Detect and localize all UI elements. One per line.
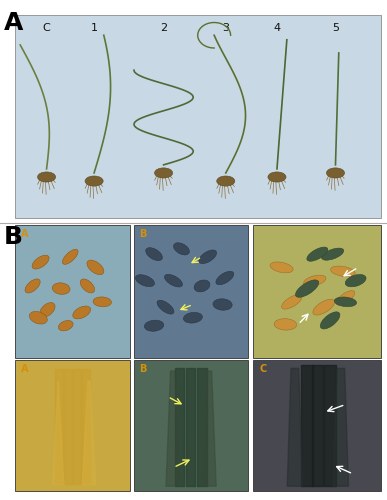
- Ellipse shape: [135, 274, 154, 286]
- Ellipse shape: [296, 280, 319, 297]
- Ellipse shape: [164, 274, 183, 287]
- FancyBboxPatch shape: [134, 225, 248, 358]
- Text: C: C: [43, 23, 50, 33]
- Ellipse shape: [268, 172, 286, 182]
- Ellipse shape: [173, 243, 189, 255]
- FancyBboxPatch shape: [253, 225, 381, 358]
- Ellipse shape: [29, 312, 47, 324]
- Ellipse shape: [85, 176, 103, 186]
- Ellipse shape: [213, 299, 232, 310]
- Ellipse shape: [144, 320, 164, 331]
- Ellipse shape: [194, 280, 210, 292]
- Text: A: A: [21, 229, 29, 239]
- Ellipse shape: [58, 320, 73, 331]
- Ellipse shape: [345, 274, 366, 287]
- Text: 2: 2: [160, 23, 167, 33]
- Ellipse shape: [38, 172, 56, 182]
- Ellipse shape: [62, 250, 78, 264]
- Ellipse shape: [334, 297, 356, 306]
- Text: 4: 4: [273, 23, 281, 33]
- Text: C: C: [259, 364, 267, 374]
- FancyBboxPatch shape: [15, 225, 130, 358]
- Ellipse shape: [157, 300, 174, 314]
- Ellipse shape: [25, 279, 40, 293]
- Ellipse shape: [336, 290, 355, 305]
- Ellipse shape: [217, 176, 235, 186]
- Ellipse shape: [199, 250, 217, 264]
- Ellipse shape: [330, 266, 355, 276]
- Text: 5: 5: [332, 23, 339, 33]
- Text: B: B: [139, 229, 147, 239]
- Ellipse shape: [73, 306, 91, 319]
- Ellipse shape: [32, 255, 49, 269]
- Ellipse shape: [216, 272, 234, 284]
- Ellipse shape: [313, 300, 335, 315]
- Ellipse shape: [87, 260, 104, 274]
- FancyBboxPatch shape: [134, 360, 248, 491]
- Ellipse shape: [270, 262, 293, 273]
- Ellipse shape: [93, 297, 111, 307]
- Text: B: B: [139, 364, 147, 374]
- Ellipse shape: [52, 283, 70, 294]
- Ellipse shape: [322, 248, 344, 260]
- FancyBboxPatch shape: [253, 360, 381, 491]
- Text: 3: 3: [222, 23, 229, 33]
- Text: B: B: [4, 225, 23, 249]
- Ellipse shape: [304, 275, 326, 286]
- Ellipse shape: [80, 279, 94, 293]
- Ellipse shape: [282, 294, 302, 309]
- Ellipse shape: [183, 312, 202, 323]
- Ellipse shape: [154, 168, 173, 178]
- Text: A: A: [4, 11, 23, 35]
- Ellipse shape: [307, 247, 328, 261]
- Text: A: A: [21, 364, 29, 374]
- FancyBboxPatch shape: [15, 15, 381, 218]
- Ellipse shape: [40, 302, 55, 317]
- FancyBboxPatch shape: [15, 360, 130, 491]
- Text: 1: 1: [91, 23, 98, 33]
- Ellipse shape: [274, 318, 297, 330]
- Ellipse shape: [146, 248, 163, 260]
- Ellipse shape: [320, 312, 340, 329]
- Ellipse shape: [326, 168, 344, 178]
